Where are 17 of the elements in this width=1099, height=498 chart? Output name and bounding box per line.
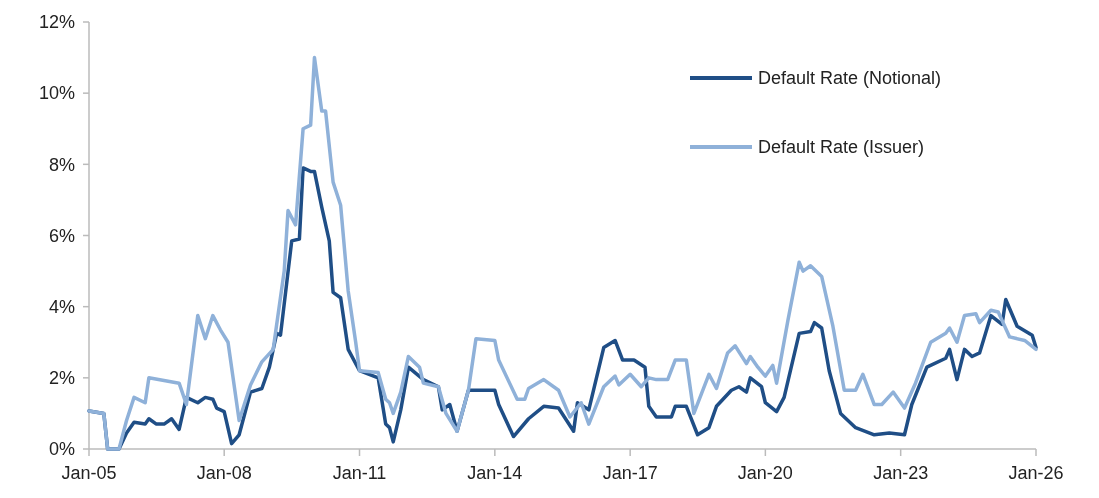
x-tick-label: Jan-26 [1008,463,1064,483]
y-tick-label: 10% [38,83,75,104]
legend-label: Default Rate (Notional) [758,68,942,89]
y-tick-label: 4% [48,296,75,317]
legend-label: Default Rate (Issuer) [758,137,925,158]
x-tick-label: Jan-08 [196,463,252,483]
y-tick-label: 8% [48,154,75,175]
y-tick-label: 0% [48,439,75,460]
x-tick-label: Jan-11 [332,463,387,483]
y-tick-label: 12% [38,12,75,33]
x-tick-label: Jan-05 [61,463,117,483]
y-tick-label: 6% [48,225,75,246]
x-tick-label: Jan-17 [602,463,658,483]
y-tick-label: 2% [48,368,75,389]
x-tick-label: Jan-14 [467,463,523,483]
x-tick-label: Jan-23 [873,463,929,483]
x-tick-label: Jan-20 [737,463,793,483]
